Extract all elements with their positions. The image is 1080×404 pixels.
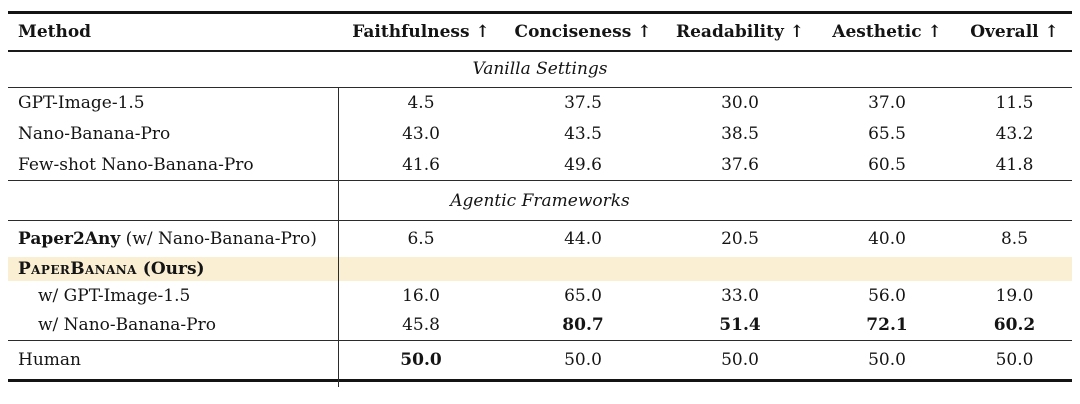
col-header-overall: Overall ↑ — [957, 12, 1072, 52]
method-cell: GPT-Image-1.5 — [8, 88, 339, 119]
value-cell: 41.6 — [402, 154, 440, 175]
method-name: Paper2Any — [18, 228, 121, 249]
value-cell — [957, 256, 1072, 281]
method-suffix: (w/ Nano-Banana-Pro) — [120, 228, 317, 249]
value-cell: 51.4 — [719, 315, 761, 336]
section-header-row: Vanilla Settings — [8, 50, 1072, 88]
section-header-label: Agentic Frameworks — [8, 180, 1072, 221]
method-name: GPT-Image-1.5 — [18, 93, 145, 114]
value-cell: 11.5 — [995, 93, 1034, 114]
table-row: Human 50.0 50.0 50.0 50.0 50.0 — [8, 340, 1072, 381]
value-cell: 38.5 — [721, 124, 759, 144]
method-suffix: (Ours) — [136, 258, 205, 279]
value-cell: 41.8 — [995, 154, 1034, 175]
table-row: Nano-Banana-Pro 43.0 43.5 38.5 65.5 43.2 — [8, 119, 1072, 150]
method-cell: w/ GPT-Image-1.5 — [8, 281, 339, 311]
value-cell: 60.5 — [868, 154, 906, 175]
value-cell: 50.0 — [339, 340, 503, 381]
value-cell: 16.0 — [402, 285, 440, 306]
col-header-method: Method — [8, 12, 339, 52]
value-cell: 4.5 — [407, 93, 435, 114]
table-row: w/ Nano-Banana-Pro 45.8 80.7 51.4 72.1 60.2 — [8, 311, 1072, 341]
header-row: Method Faithfulness ↑ Conciseness ↑ Read… — [8, 12, 1072, 52]
method-cell: w/ Nano-Banana-Pro — [8, 311, 339, 341]
col-header-aesthetic: Aesthetic ↑ — [817, 12, 957, 52]
value-cell: 30.0 — [721, 93, 759, 114]
table-row: GPT-Image-1.5 4.5 37.5 30.0 37.0 11.5 — [8, 88, 1072, 119]
value-cell: 50.0 — [503, 340, 663, 381]
method-cell: Few-shot Nano-Banana-Pro — [8, 150, 339, 181]
value-cell: 40.0 — [868, 228, 906, 249]
value-cell — [663, 256, 817, 281]
value-cell — [817, 256, 957, 281]
value-cell: 56.0 — [868, 285, 906, 306]
method-cell: PaperBanana (Ours) — [8, 257, 339, 281]
method-name: Human — [18, 350, 81, 370]
value-cell: 60.2 — [993, 315, 1036, 336]
table-row: PaperBanana (Ours) — [8, 256, 1072, 281]
method-column-divider — [338, 87, 339, 387]
value-cell: 6.5 — [407, 228, 435, 249]
value-cell: 50.0 — [957, 340, 1072, 381]
method-cell: Human — [8, 340, 339, 381]
value-cell: 43.2 — [995, 124, 1034, 144]
value-cell: 37.0 — [868, 93, 906, 114]
value-cell: 37.5 — [564, 93, 602, 114]
table-row: Paper2Any (w/ Nano-Banana-Pro) 6.5 44.0 20.… — [8, 221, 1072, 257]
col-header-conciseness: Conciseness ↑ — [503, 12, 663, 52]
method-name: w/ Nano-Banana-Pro — [38, 315, 216, 336]
col-header-faithfulness: Faithfulness ↑ — [339, 12, 503, 52]
value-cell: 72.1 — [866, 315, 908, 336]
value-cell: 33.0 — [721, 285, 759, 306]
method-cell: Nano-Banana-Pro — [8, 119, 339, 150]
method-name: w/ GPT-Image-1.5 — [38, 285, 191, 306]
value-cell: 43.0 — [402, 124, 440, 144]
value-cell: 50.0 — [663, 340, 817, 381]
method-name: Nano-Banana-Pro — [18, 124, 171, 144]
table-row: w/ GPT-Image-1.5 16.0 65.0 33.0 56.0 19.0 — [8, 281, 1072, 311]
value-cell: 43.5 — [564, 124, 602, 144]
value-cell: 80.7 — [562, 315, 604, 336]
table-body: Vanilla Settings GPT-Image-1.5 4.5 37.5 30.0… — [8, 50, 1072, 381]
value-cell: 65.5 — [868, 124, 906, 144]
value-cell: 44.0 — [564, 228, 602, 249]
value-cell: 50.0 — [817, 340, 957, 381]
method-cell: Paper2Any (w/ Nano-Banana-Pro) — [8, 221, 339, 257]
value-cell: 49.6 — [564, 154, 602, 175]
value-cell — [339, 256, 503, 281]
method-name: Few-shot Nano-Banana-Pro — [18, 154, 254, 175]
results-table: Method Faithfulness ↑ Conciseness ↑ Read… — [8, 11, 1072, 382]
value-cell: 45.8 — [402, 315, 440, 336]
value-cell: 20.5 — [721, 228, 759, 249]
value-cell: 65.0 — [564, 285, 602, 306]
value-cell: 37.6 — [721, 154, 759, 175]
method-name: PaperBanana — [18, 258, 137, 279]
value-cell — [503, 256, 663, 281]
col-header-readability: Readability ↑ — [663, 12, 817, 52]
section-header-label: Vanilla Settings — [8, 50, 1072, 88]
section-header-row: Agentic Frameworks — [8, 180, 1072, 221]
table-row: Few-shot Nano-Banana-Pro 41.6 49.6 37.6 60.5… — [8, 150, 1072, 181]
value-cell: 8.5 — [1000, 228, 1029, 249]
value-cell: 19.0 — [995, 285, 1034, 306]
